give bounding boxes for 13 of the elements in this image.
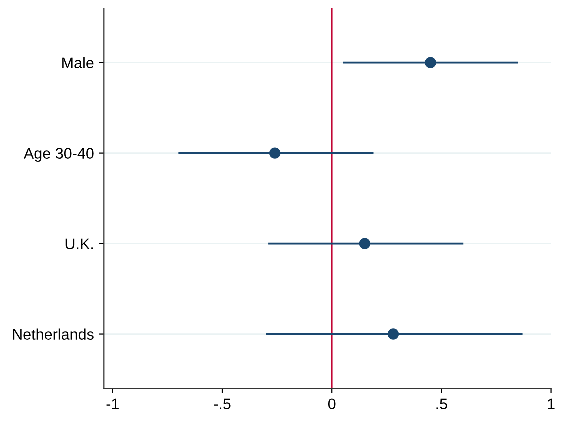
y-tick-label: Age 30-40 [24,148,94,162]
x-tick-label: 1 [548,398,555,410]
x-tick-label: -.5 [214,398,231,410]
x-tick-label: 0 [328,398,336,410]
y-tick-label: U.K. [66,238,94,250]
x-tick-label: -1 [106,398,119,410]
point [359,238,371,250]
point [388,328,400,340]
x-tick-label: .5 [436,398,448,410]
point [425,57,436,68]
y-tick-label: Netherlands [13,328,94,340]
point [270,148,281,159]
y-tick-label: Male [62,57,94,69]
